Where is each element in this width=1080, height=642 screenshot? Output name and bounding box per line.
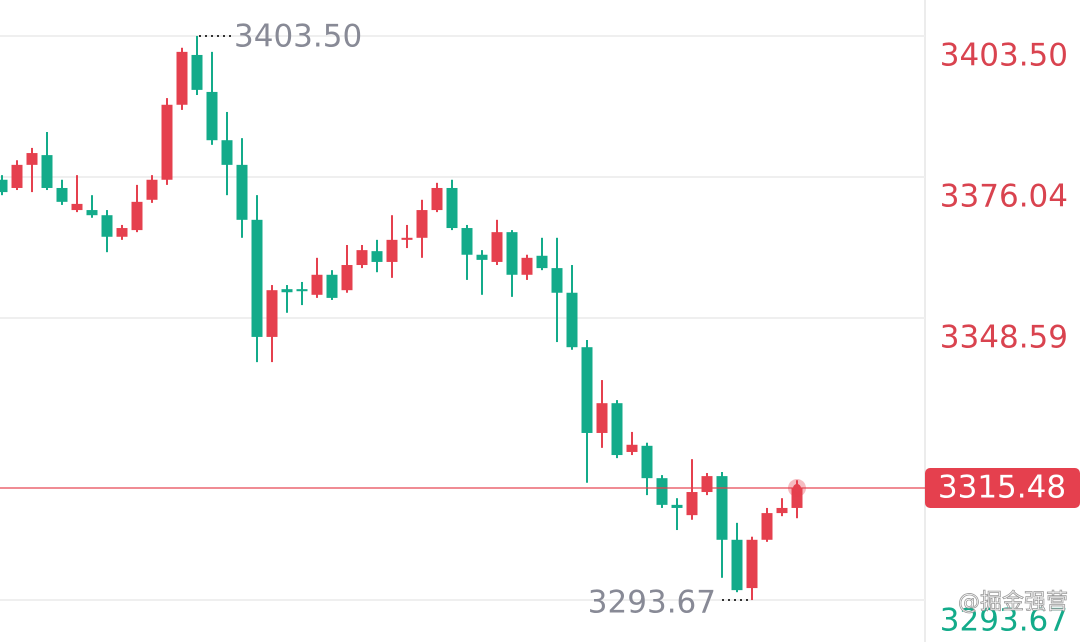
candle-body	[791, 488, 803, 508]
candle-body	[146, 179, 158, 200]
candle-body	[641, 445, 653, 479]
candle-body	[611, 403, 623, 456]
candle-body	[101, 215, 113, 237]
candle-body	[41, 155, 53, 188]
candle-body	[11, 164, 23, 188]
y-tick-label: 3403.50	[940, 37, 1068, 73]
candle-body	[746, 539, 758, 589]
candle-body	[131, 201, 143, 231]
candle-body	[161, 104, 173, 180]
candle-body	[596, 403, 608, 433]
candle-body	[326, 274, 338, 298]
candle-body	[551, 268, 563, 293]
candle-body	[491, 232, 503, 262]
current-price-dot	[793, 484, 801, 493]
candle-body	[296, 289, 308, 292]
candle-body	[0, 179, 8, 193]
candle-body	[251, 219, 263, 337]
candle-body	[581, 347, 593, 433]
y-tick-label: 3376.04	[940, 178, 1068, 214]
candle-body	[206, 91, 218, 141]
candle-body	[701, 476, 713, 493]
candle-body	[341, 265, 353, 291]
candle-body	[176, 51, 188, 105]
candle-body	[776, 507, 788, 514]
candle-body	[566, 292, 578, 348]
high-marker-label: 3403.50	[234, 18, 362, 54]
candle-body	[716, 476, 728, 540]
candle-body	[26, 153, 38, 165]
current-price-box	[925, 468, 1080, 509]
candle-body	[536, 255, 548, 269]
candle-body	[236, 164, 248, 220]
low-marker-label: 3293.67	[588, 585, 716, 621]
candle-body	[401, 237, 413, 240]
current-price-label: 3315.48	[938, 470, 1066, 506]
candle-body	[86, 210, 98, 216]
candle-body	[221, 140, 233, 165]
candle-body	[446, 187, 458, 229]
candle-body	[521, 257, 533, 275]
candle-body	[56, 187, 68, 202]
candle-body	[761, 513, 773, 540]
candle-body	[506, 232, 518, 275]
candle-body	[71, 203, 83, 211]
candle-body	[281, 289, 293, 293]
candle-body	[386, 239, 398, 262]
candle-body	[266, 290, 278, 337]
candle-body	[371, 251, 383, 262]
candle-body	[461, 228, 473, 255]
y-tick-label: 3293.67	[940, 603, 1068, 639]
y-tick-label: 3348.59	[940, 319, 1068, 355]
candle-body	[416, 210, 428, 238]
candle-body	[686, 492, 698, 516]
candle-body	[731, 539, 743, 591]
candle-body	[671, 504, 683, 508]
candle-body	[626, 444, 638, 452]
candle-body	[191, 54, 203, 90]
candle-body	[656, 478, 668, 505]
candle-body	[356, 250, 368, 266]
candle-body	[116, 228, 128, 237]
candle-body	[431, 187, 443, 211]
candle-body	[476, 254, 488, 260]
watermark: @掘金强营	[958, 590, 1068, 615]
candle-body	[311, 274, 323, 295]
